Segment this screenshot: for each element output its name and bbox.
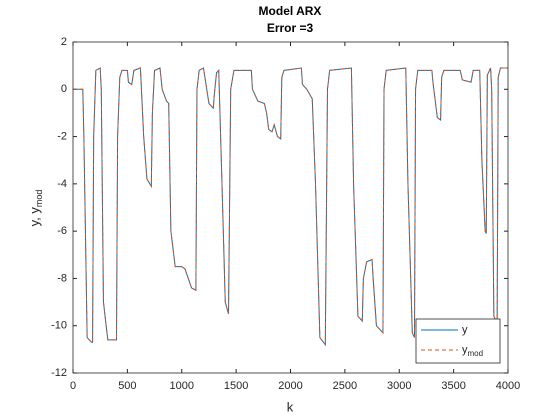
axes-box xyxy=(72,41,509,374)
y-axis-label: y, ymod xyxy=(27,190,44,227)
chart-subtitle: Error =3 xyxy=(267,21,314,35)
x-tick-label: 3500 xyxy=(441,380,465,392)
legend-label-text: y xyxy=(462,344,468,356)
y-tick-label: -6 xyxy=(57,225,67,237)
y-tick-label: -2 xyxy=(57,130,67,142)
x-tick-label: 0 xyxy=(70,380,76,392)
legend-label-sub: mod xyxy=(468,349,484,358)
y-tick-label: -10 xyxy=(51,320,67,332)
x-tick-label: 3000 xyxy=(387,380,411,392)
x-tick-label: 1000 xyxy=(170,380,194,392)
x-axis-label: k xyxy=(287,399,294,414)
chart-title: Model ARX xyxy=(259,4,322,18)
y-tick-label: -4 xyxy=(57,178,67,190)
y-tick-label: 2 xyxy=(61,36,67,48)
legend-label-text: y xyxy=(462,324,468,336)
x-tick-label: 4000 xyxy=(496,380,520,392)
series-line xyxy=(73,67,508,347)
y-tick-label: -12 xyxy=(51,367,67,379)
y-axis-label-text: y, y xyxy=(27,207,42,227)
y-axis-label-sub: mod xyxy=(34,190,44,208)
x-tick-label: 2000 xyxy=(278,380,302,392)
x-tick-label: 1500 xyxy=(224,380,248,392)
legend-label: y xyxy=(462,324,468,336)
y-tick-label: -8 xyxy=(57,272,67,284)
x-tick-label: 2500 xyxy=(333,380,357,392)
legend-label: ymod xyxy=(462,344,483,358)
y-tick-label: 0 xyxy=(61,83,67,95)
plot-area xyxy=(73,42,508,373)
x-tick-label: 500 xyxy=(118,380,136,392)
legend-box xyxy=(415,318,501,364)
